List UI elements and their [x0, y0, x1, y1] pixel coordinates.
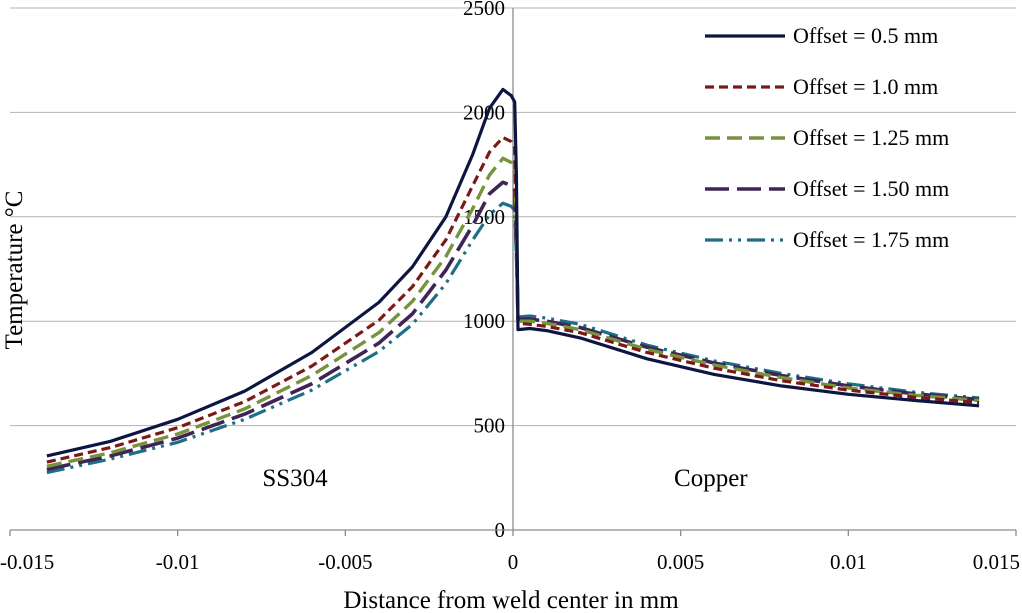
label-layer: SS304 Copper Distance from weld center i…: [1, 191, 748, 613]
y-axis-title: Temperature °C: [1, 191, 28, 350]
y-tick-label: 500: [474, 414, 506, 438]
x-tick-label: -0.005: [318, 550, 372, 574]
x-tick-label: -0.015: [0, 550, 54, 574]
series-layer: [46, 87, 980, 475]
annotation-copper: Copper: [674, 465, 748, 492]
legend-label-5: Offset = 1.75 mm: [793, 227, 949, 252]
series-line-5: [46, 201, 980, 475]
y-tick-label: 1000: [463, 309, 505, 333]
x-tick-label: 0.01: [830, 550, 867, 574]
series-line-1: [46, 87, 980, 458]
series-line-3: [46, 156, 980, 468]
series-line-4: [46, 180, 980, 472]
annotation-ss304: SS304: [262, 465, 328, 492]
legend-label-4: Offset = 1.50 mm: [793, 176, 949, 201]
x-tick-label: 0.005: [657, 550, 704, 574]
legend: Offset = 0.5 mm Offset = 1.0 mm Offset = 1…: [705, 23, 949, 252]
legend-label-2: Offset = 1.0 mm: [793, 74, 938, 99]
y-tick-label: 2500: [463, 0, 505, 20]
series-line-2: [46, 135, 980, 464]
x-axis-title: Distance from weld center in mm: [343, 587, 679, 613]
x-tick-label: -0.01: [156, 550, 200, 574]
legend-label-1: Offset = 0.5 mm: [793, 23, 938, 48]
x-tick-label: 0.015: [973, 550, 1020, 574]
legend-label-3: Offset = 1.25 mm: [793, 125, 949, 150]
x-tick-label: 0: [508, 550, 519, 574]
